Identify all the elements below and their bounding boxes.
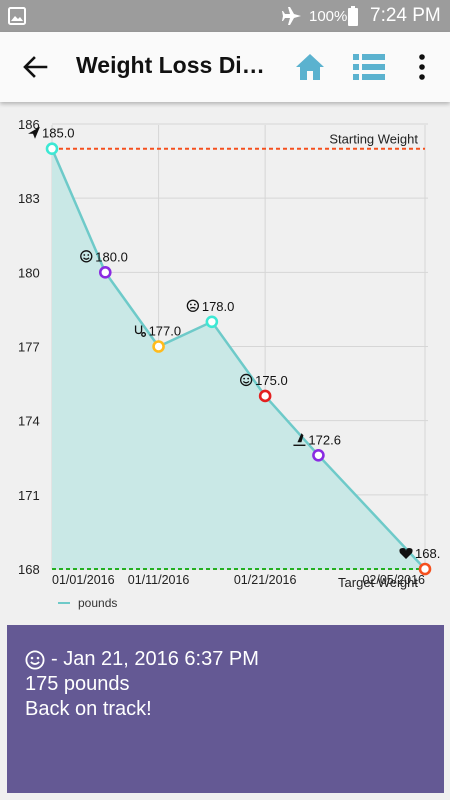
data-label: 172.6 xyxy=(308,432,341,447)
image-icon xyxy=(8,7,26,25)
smiley-icon xyxy=(239,373,253,387)
data-label: 177.0 xyxy=(149,324,182,339)
back-arrow-icon[interactable] xyxy=(22,54,48,80)
y-tick-label: 177 xyxy=(18,340,40,355)
clock: 7:24 PM xyxy=(370,5,441,26)
y-tick-label: 168 xyxy=(18,562,40,577)
data-point xyxy=(152,340,165,353)
data-label: 185.0 xyxy=(42,126,75,141)
data-label: 168. xyxy=(415,546,440,561)
list-icon[interactable] xyxy=(352,52,386,82)
reference-line-label: Target Weight xyxy=(338,575,418,590)
neutral-face-icon xyxy=(186,299,200,312)
entry-date: - Jan 21, 2016 6:37 PM xyxy=(51,648,259,670)
page-title: Weight Loss Dia… xyxy=(76,52,276,78)
paper-plane-icon xyxy=(28,126,40,139)
data-label: 178.0 xyxy=(202,299,235,314)
home-icon[interactable] xyxy=(294,51,326,83)
data-point xyxy=(98,266,112,279)
entry-weight: 175 pounds xyxy=(25,673,130,695)
reference-line-label: Starting Weight xyxy=(329,132,418,147)
data-label: 175.0 xyxy=(255,373,288,388)
smiley-icon xyxy=(25,649,45,670)
status-bar: 100% 7:24 PM xyxy=(0,0,450,32)
y-tick-label: 183 xyxy=(18,191,40,206)
y-tick-label: 180 xyxy=(18,265,40,280)
battery-percentage: 100% xyxy=(309,8,348,25)
battery-icon xyxy=(348,6,358,26)
smiley-icon xyxy=(80,250,93,263)
app-bar: Weight Loss Dia… xyxy=(0,32,450,102)
stethoscope-icon xyxy=(134,325,147,337)
airplane-icon xyxy=(282,7,301,25)
y-tick-label: 186 xyxy=(18,120,40,132)
data-label: 180.0 xyxy=(95,249,128,264)
legend-label: pounds xyxy=(78,596,117,610)
y-tick-label: 171 xyxy=(18,488,40,503)
bottle-icon xyxy=(293,433,306,446)
x-tick-label: 01/01/2016 xyxy=(52,573,115,587)
x-tick-label: 02/05/2016 xyxy=(362,573,425,587)
more-vert-icon[interactable] xyxy=(413,53,431,81)
data-point xyxy=(312,448,325,462)
entry-note: Back on track! xyxy=(25,698,152,720)
weight-chart[interactable]: 168 171 174 177 180 183 186 01/01/2016 01/11/201… xyxy=(0,120,450,620)
x-tick-label: 01/11/2016 xyxy=(128,573,190,587)
x-tick-label: 01/21/2016 xyxy=(234,573,297,587)
entry-detail-card[interactable]: - Jan 21, 2016 6:37 PM 175 pounds Back o… xyxy=(7,625,444,793)
data-point xyxy=(45,142,59,156)
weight-chart-svg: 168 171 174 177 180 183 186 01/01/2016 01/11/201… xyxy=(18,120,440,610)
data-point xyxy=(258,389,272,403)
heart-icon xyxy=(399,548,413,559)
data-point xyxy=(205,315,219,329)
data-point xyxy=(418,562,432,576)
y-tick-label: 174 xyxy=(18,414,40,429)
